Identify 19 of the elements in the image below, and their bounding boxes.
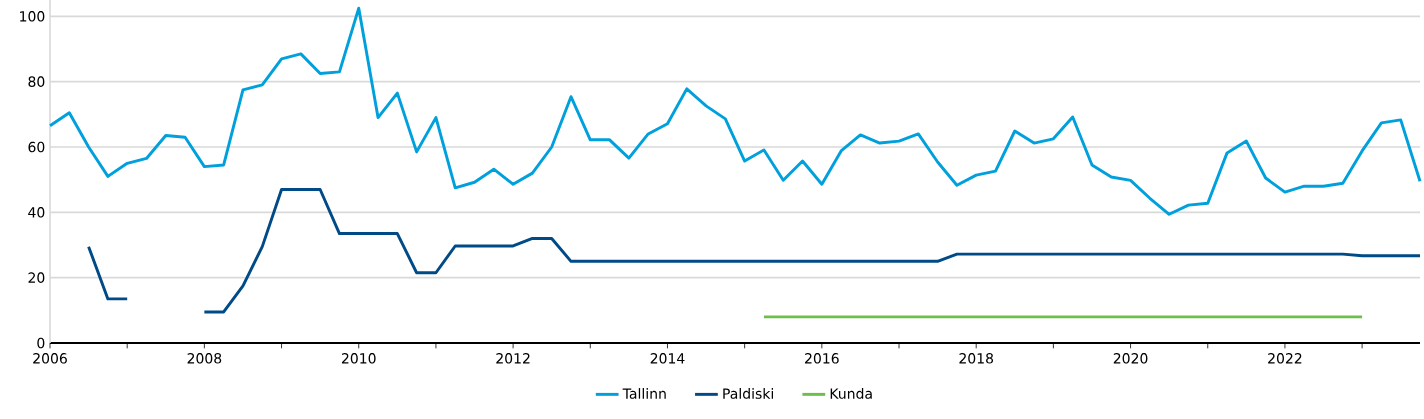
y-tick-label: 100 [20, 11, 45, 22]
legend-label: Kunda [830, 388, 872, 399]
x-tick-label: 2008 [187, 353, 222, 364]
x-tick-label: 2022 [1268, 353, 1302, 364]
y-tick-label: 80 [28, 76, 45, 87]
legend-label: Paldiski [723, 388, 773, 399]
x-tick-label: 2014 [650, 353, 685, 364]
legend-label: Tallinn [622, 388, 666, 399]
x-tick-label: 2018 [959, 353, 994, 364]
y-tick-label: 20 [28, 272, 45, 283]
x-tick-label: 2010 [341, 353, 376, 364]
y-tick-label: 0 [37, 337, 45, 349]
y-tick-label: 60 [28, 141, 45, 153]
x-tick-label: 2016 [805, 353, 839, 364]
line-series [48, 6, 1422, 216]
x-tick-label: 2020 [1113, 353, 1148, 364]
x-tick-label: 2006 [33, 353, 67, 364]
x-tick-label: 2012 [496, 353, 530, 364]
y-tick-label: 40 [28, 207, 45, 218]
